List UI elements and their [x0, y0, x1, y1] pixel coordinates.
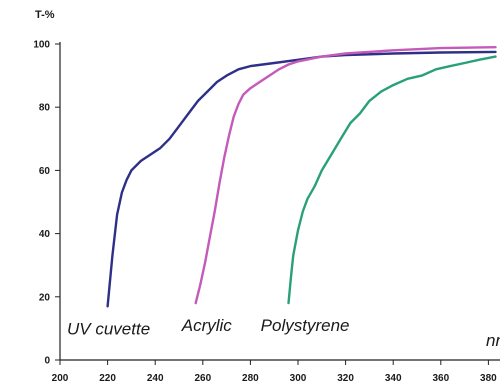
x-axis-unit-label: nm: [486, 331, 500, 350]
series-line-uv-cuvette: [106, 50, 497, 308]
y-tick-label: 80: [39, 103, 51, 114]
x-tick-label: 280: [242, 373, 259, 384]
x-tick-label: 220: [99, 373, 116, 384]
y-tick-label: 60: [39, 166, 51, 177]
series-label-polystyrene: Polystyrene: [261, 316, 350, 335]
x-tick-label: 300: [290, 373, 307, 384]
series-line-acrylic: [194, 46, 497, 305]
y-tick-label: 100: [33, 40, 50, 51]
y-tick-label: 0: [44, 356, 50, 367]
x-tick-label: 380: [480, 373, 497, 384]
series-label-uv-cuvette: UV cuvette: [67, 319, 150, 338]
x-tick-label: 340: [385, 373, 402, 384]
series-line-polystyrene: [287, 55, 497, 305]
y-axis-label: T-%: [35, 9, 55, 21]
series-label-acrylic: Acrylic: [181, 316, 233, 335]
x-tick-label: 320: [337, 373, 354, 384]
x-tick-label: 240: [147, 373, 164, 384]
x-tick-label: 200: [52, 373, 69, 384]
y-tick-label: 40: [39, 229, 51, 240]
x-tick-label: 260: [194, 373, 211, 384]
x-tick-label: 360: [432, 373, 449, 384]
y-tick-label: 20: [39, 292, 51, 303]
